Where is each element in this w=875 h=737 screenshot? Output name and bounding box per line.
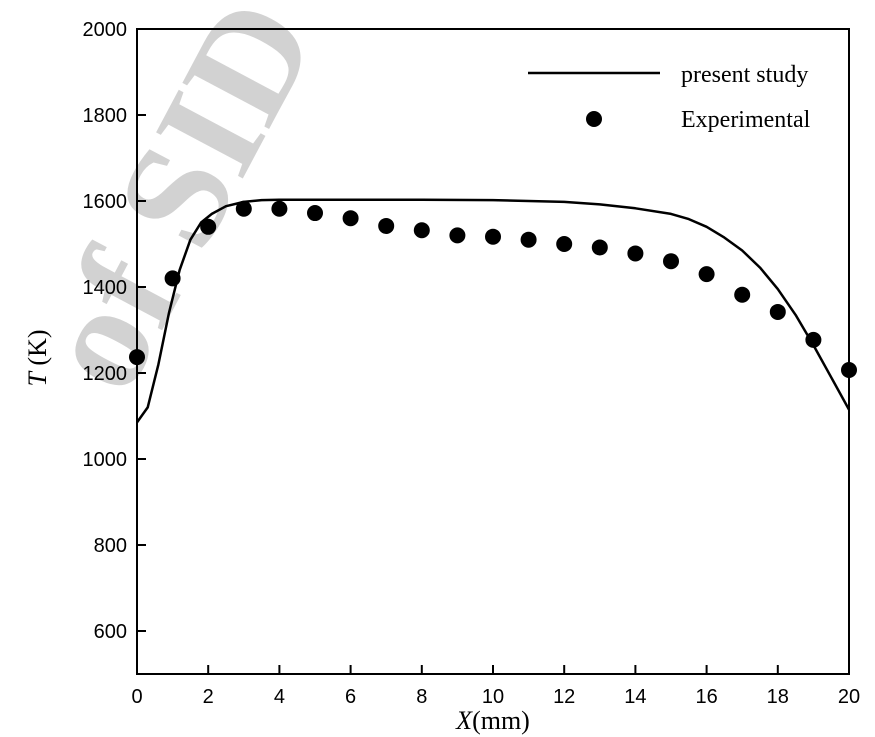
legend: present study Experimental (528, 62, 811, 133)
x-tick-label: 0 (131, 686, 142, 708)
y-tick-label: 2000 (83, 19, 128, 41)
data-point-experimental (485, 228, 501, 245)
data-point-experimental (235, 200, 252, 217)
x-axis-ticks: 0 2 4 6 8 10 12 14 16 18 20 (131, 665, 860, 708)
legend-label-experimental: Experimental (681, 107, 811, 133)
x-axis-label: X(mm) (455, 706, 530, 735)
data-point-experimental (164, 270, 181, 287)
data-point-experimental (449, 227, 466, 244)
x-tick-label: 6 (345, 686, 356, 708)
data-point-experimental (556, 236, 573, 252)
data-point-experimental (734, 286, 751, 303)
series-layer (129, 198, 857, 424)
series-line-present-study (135, 198, 851, 424)
x-axis-symbol: X (455, 706, 473, 735)
data-point-experimental (378, 217, 395, 234)
x-tick-label: 20 (838, 686, 860, 708)
y-axis-label: T (K) (23, 329, 52, 386)
data-point-experimental (627, 245, 644, 262)
data-point-experimental (200, 218, 217, 235)
plot-frame (136, 28, 850, 675)
y-tick-label: 1400 (83, 277, 128, 299)
data-point-experimental (520, 231, 537, 248)
data-point-experimental (307, 205, 323, 222)
x-tick-label: 12 (553, 686, 575, 708)
data-point-experimental (769, 303, 786, 320)
y-tick-label: 600 (94, 621, 127, 643)
x-axis-unit: (mm) (472, 706, 530, 735)
data-point-experimental (805, 331, 822, 348)
data-point-experimental (591, 239, 608, 256)
watermark: of SID (8, 0, 348, 415)
y-tick-label: 1200 (83, 363, 128, 385)
legend-marker-swatch (586, 111, 602, 127)
data-point-experimental (698, 266, 715, 283)
y-axis-ticks: 600 800 1000 1200 1400 1600 1800 2000 (83, 19, 146, 643)
x-tick-label: 2 (203, 686, 214, 708)
legend-label-present-study: present study (681, 62, 808, 88)
x-tick-label: 4 (274, 686, 285, 708)
y-tick-label: 800 (94, 535, 127, 557)
y-tick-label: 1800 (83, 105, 128, 127)
y-tick-label: 1600 (83, 191, 128, 213)
data-point-experimental (413, 222, 430, 239)
x-tick-label: 10 (482, 686, 504, 708)
x-tick-label: 16 (695, 686, 717, 708)
data-point-experimental (271, 200, 288, 217)
y-axis-unit: (K) (23, 329, 52, 365)
data-point-experimental (342, 210, 359, 227)
x-tick-label: 8 (416, 686, 427, 708)
y-axis-symbol: T (23, 371, 52, 387)
x-tick-label: 14 (624, 686, 646, 708)
y-tick-label: 1000 (83, 449, 128, 471)
x-tick-label: 18 (767, 686, 789, 708)
data-point-experimental (663, 253, 679, 270)
